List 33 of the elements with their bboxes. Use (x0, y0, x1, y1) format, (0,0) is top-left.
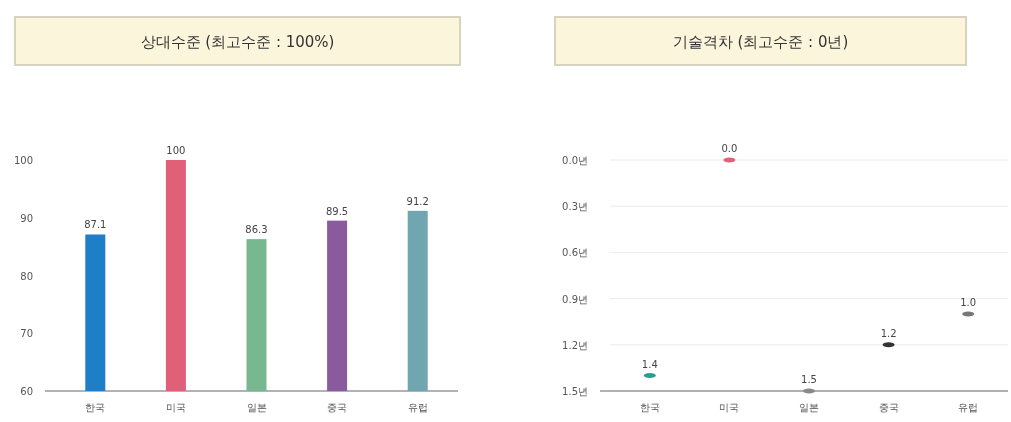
x-tick-label: 한국 (639, 402, 660, 413)
data-label: 1.4 (641, 358, 658, 370)
x-tick-label: 일본 (246, 402, 267, 413)
y-tick-label: 1.2년 (562, 339, 588, 351)
data-label: 89.5 (325, 205, 349, 217)
y-tick-label: 0.3년 (562, 201, 588, 213)
y-tick-label: 0.6년 (562, 247, 588, 259)
chart-title: 상대수준 (최고수준 : 100%) (140, 33, 335, 51)
data-label: 100 (166, 145, 186, 156)
data-label: 1.2 (880, 327, 897, 339)
data-label: 0.0 (721, 143, 738, 154)
data-label: 1.5 (801, 374, 817, 385)
x-tick-label: 중국 (327, 402, 348, 413)
y-tick-label: 1.5년 (562, 386, 588, 397)
x-tick-label: 유럽 (958, 402, 979, 413)
y-tick-label: 100 (13, 155, 33, 166)
x-tick-label: 일본 (799, 402, 819, 413)
data-label: 1.0 (960, 297, 977, 308)
chart-title: 기술격차 (최고수준 : 0년) (672, 33, 849, 51)
y-tick-label: 70 (20, 328, 33, 340)
x-tick-label: 중국 (878, 402, 899, 413)
x-tick-label: 미국 (165, 402, 186, 413)
data-label: 87.1 (84, 219, 107, 231)
data-label: 86.3 (245, 224, 268, 236)
y-tick-label: 60 (20, 386, 33, 397)
y-tick-label: 80 (20, 270, 33, 282)
y-tick-label: 0.0년 (562, 155, 588, 166)
x-tick-label: 유럽 (407, 402, 428, 413)
y-tick-label: 90 (20, 212, 33, 224)
y-tick-label: 0.9년 (562, 293, 588, 305)
x-tick-label: 미국 (719, 402, 740, 413)
x-tick-label: 한국 (85, 402, 106, 413)
data-label: 91.2 (406, 195, 429, 207)
